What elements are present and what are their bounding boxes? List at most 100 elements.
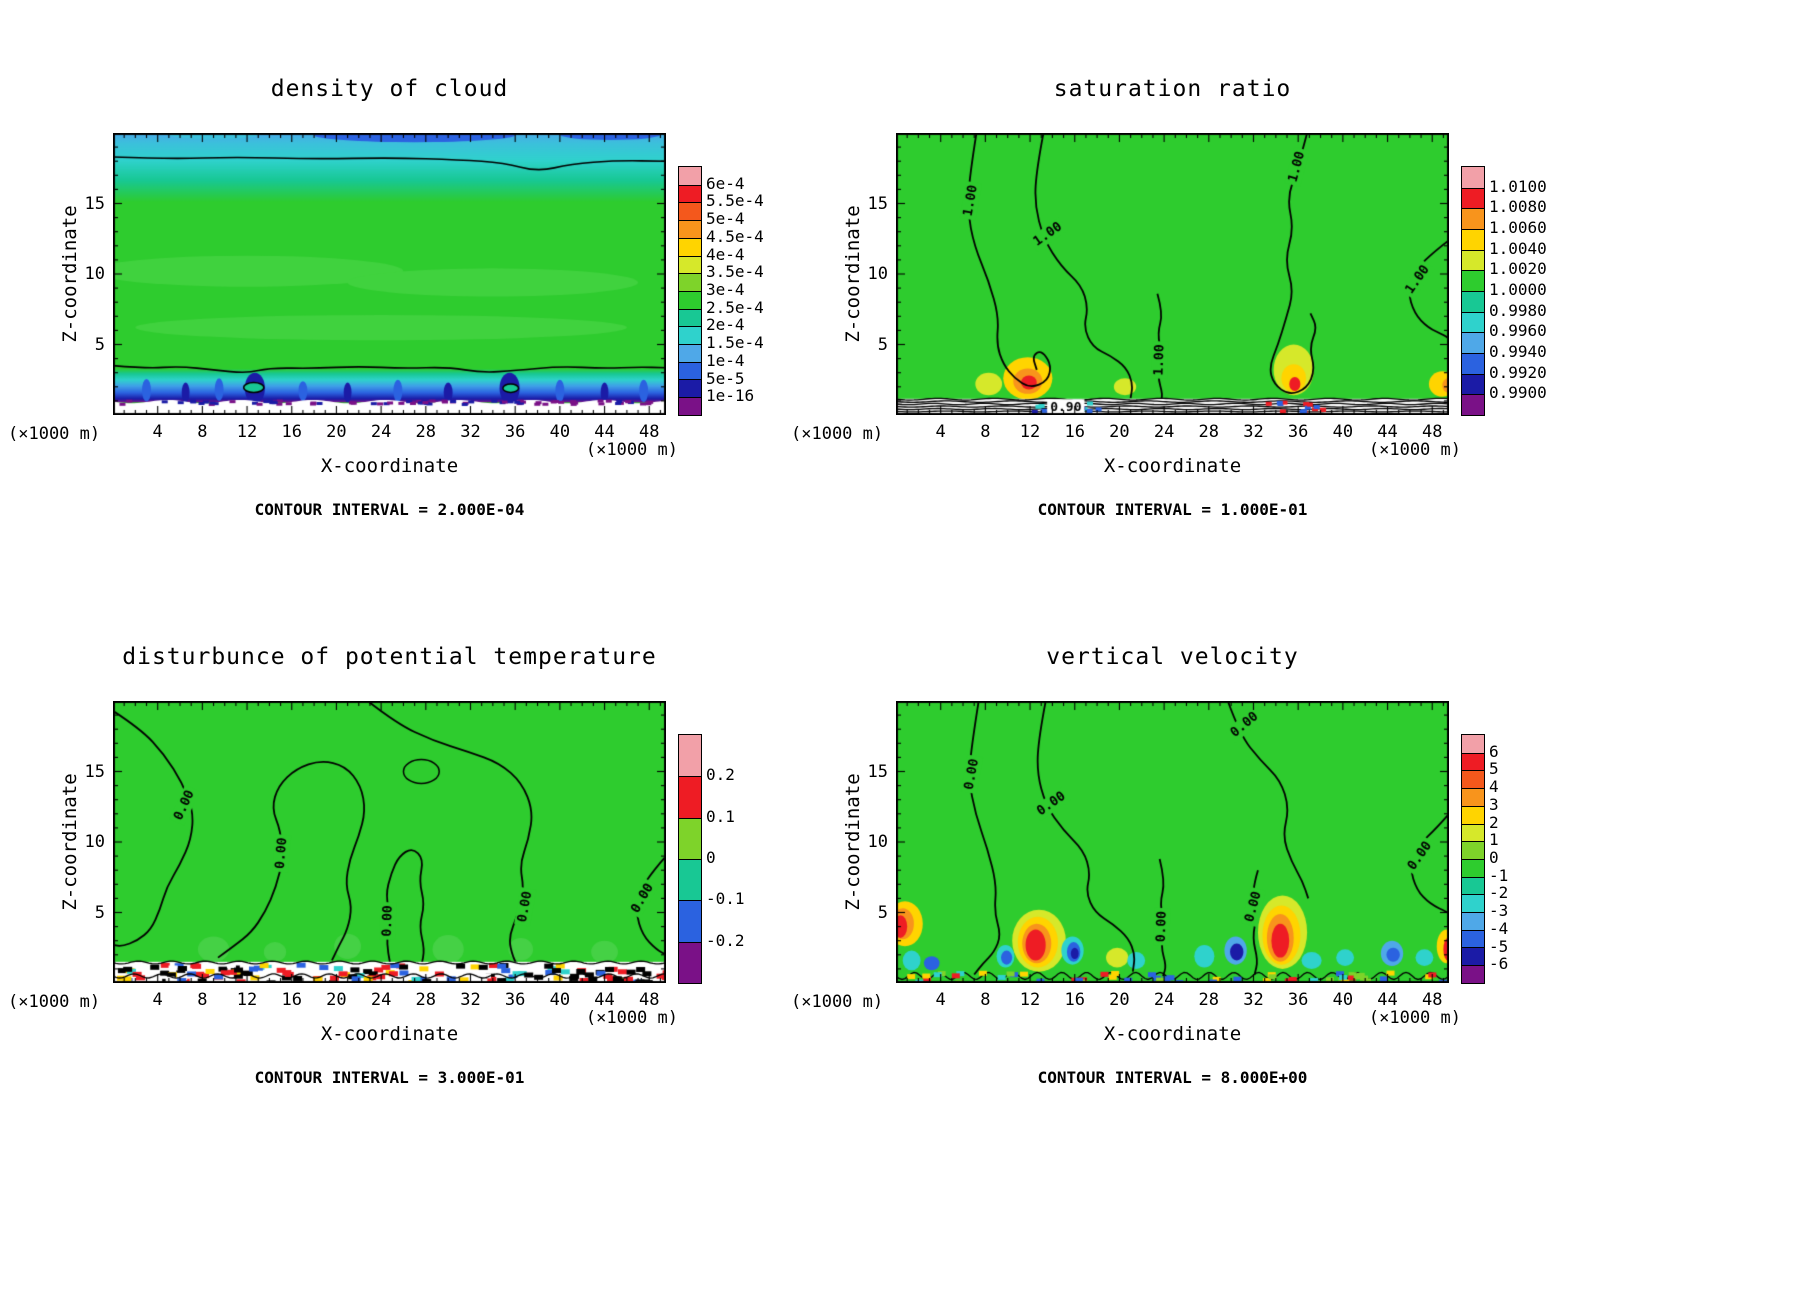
colorbar-segment bbox=[679, 397, 701, 415]
colorbar-label: 2 bbox=[1489, 812, 1499, 832]
x-tick-label: 36 bbox=[504, 422, 526, 442]
colorbar-label: -3 bbox=[1489, 901, 1509, 921]
colorbar-segment bbox=[1462, 290, 1484, 312]
colorbar-label: 1.0000 bbox=[1489, 280, 1547, 299]
y-tick-label: 15 bbox=[84, 193, 105, 214]
colorbar-segment bbox=[1462, 352, 1484, 374]
colorbar-label: 1e-4 bbox=[706, 350, 745, 370]
colorbar-label: 2.5e-4 bbox=[706, 297, 764, 317]
x-tick-label: 44 bbox=[1377, 990, 1398, 1010]
x-tick-label: 32 bbox=[460, 422, 481, 442]
colorbar-label: -5 bbox=[1489, 936, 1509, 956]
colorbar-label: 1.0020 bbox=[1489, 259, 1547, 279]
colorbar-segment bbox=[679, 184, 701, 203]
x-tick-label: 12 bbox=[236, 990, 258, 1010]
colorbar-label: 5.5e-4 bbox=[706, 191, 764, 211]
colorbar-segment bbox=[679, 817, 701, 859]
x-tick-label: 24 bbox=[370, 422, 392, 442]
colorbar-label: 0.2 bbox=[706, 765, 735, 785]
colorbar-segment bbox=[1462, 823, 1484, 842]
x-tick-label: 16 bbox=[1064, 422, 1085, 442]
x-axis-label: X-coordinate bbox=[320, 1023, 459, 1045]
x-tick-label: 40 bbox=[549, 990, 571, 1010]
x-tick-label: 36 bbox=[1287, 990, 1309, 1010]
panel-title: density of cloud bbox=[270, 76, 509, 102]
x-unit-right: (×1000 m) bbox=[1368, 1008, 1461, 1028]
x-tick-label: 24 bbox=[1153, 422, 1175, 442]
colorbar-segment bbox=[1462, 788, 1484, 806]
x-tick-label: 40 bbox=[549, 422, 571, 442]
colorbar-segment bbox=[1462, 187, 1484, 209]
x-tick-label: 24 bbox=[370, 990, 392, 1010]
panel-saturation-ratio: saturation ratio Z-coordinate (×1000 m) … bbox=[783, 0, 1573, 560]
x-tick-label: 20 bbox=[326, 422, 347, 442]
x-tick-label: 28 bbox=[1198, 422, 1220, 442]
x-tick-label: 20 bbox=[1109, 990, 1130, 1010]
colorbar-segment bbox=[679, 858, 701, 901]
colorbar-label: 3 bbox=[1489, 794, 1499, 814]
colorbar-segment bbox=[1462, 167, 1484, 188]
colorbar-label: 0.9980 bbox=[1489, 300, 1547, 320]
colorbar-label: -0.1 bbox=[706, 889, 745, 909]
colorbar-segment bbox=[679, 273, 701, 291]
colorbar-label: -6 bbox=[1489, 954, 1509, 974]
colorbar-segment bbox=[1462, 332, 1484, 353]
y-tick-label: 5 bbox=[94, 902, 105, 923]
colorbar-label: 3.5e-4 bbox=[706, 262, 764, 282]
x-tick-label: 12 bbox=[1019, 990, 1041, 1010]
x-tick-label: 16 bbox=[281, 990, 302, 1010]
colorbar-segment bbox=[1462, 858, 1484, 877]
colorbar bbox=[678, 734, 702, 984]
colorbar-label: 0 bbox=[706, 848, 716, 867]
x-tick-label: 44 bbox=[594, 990, 615, 1010]
x-tick-label: 16 bbox=[1064, 990, 1085, 1010]
y-tick-label: 5 bbox=[94, 334, 105, 355]
y-tick-label: 10 bbox=[84, 832, 105, 852]
x-tick-label: 12 bbox=[1019, 422, 1041, 442]
colorbar-label: 1e-16 bbox=[706, 386, 755, 406]
x-tick-label: 48 bbox=[1421, 990, 1443, 1010]
y-tick-label: 15 bbox=[84, 761, 105, 782]
plot-canvas bbox=[113, 133, 666, 415]
colorbar-segment bbox=[1462, 965, 1484, 983]
x-axis-label: X-coordinate bbox=[1103, 1023, 1242, 1045]
contour-interval-label: CONTOUR INTERVAL = 8.000E+00 bbox=[1037, 1068, 1308, 1087]
plot-canvas bbox=[113, 701, 666, 983]
x-tick-label: 4 bbox=[935, 990, 946, 1010]
x-tick-label: 32 bbox=[460, 990, 481, 1010]
colorbar-segment bbox=[1462, 373, 1484, 395]
colorbar-label: 1 bbox=[1489, 830, 1499, 850]
colorbar-segment bbox=[1462, 394, 1484, 415]
x-tick-label: 8 bbox=[980, 990, 991, 1010]
y-tick-label: 10 bbox=[84, 264, 105, 284]
colorbar-segment bbox=[1462, 735, 1484, 753]
x-unit-left: (×1000 m) bbox=[791, 424, 884, 444]
colorbar-segment bbox=[1462, 929, 1484, 948]
panel-title: vertical velocity bbox=[1046, 644, 1299, 670]
x-unit-left: (×1000 m) bbox=[8, 424, 101, 444]
x-tick-label: 48 bbox=[638, 990, 660, 1010]
y-tick-label: 5 bbox=[877, 334, 888, 355]
x-tick-label: 44 bbox=[1377, 422, 1398, 442]
plot-canvas bbox=[896, 133, 1449, 415]
colorbar-label: -4 bbox=[1489, 918, 1509, 938]
colorbar-label: 4e-4 bbox=[706, 244, 745, 264]
x-unit-left: (×1000 m) bbox=[8, 992, 101, 1012]
colorbar-label: 6 bbox=[1489, 741, 1499, 761]
colorbar-label: 0 bbox=[1489, 848, 1499, 867]
colorbar bbox=[1461, 166, 1485, 416]
colorbar-segment bbox=[679, 255, 701, 274]
panel-title: saturation ratio bbox=[1053, 76, 1292, 102]
x-tick-label: 8 bbox=[980, 422, 991, 442]
colorbar-segment bbox=[679, 344, 701, 362]
colorbar-segment bbox=[679, 735, 701, 777]
x-tick-label: 4 bbox=[935, 422, 946, 442]
colorbar-segment bbox=[1462, 770, 1484, 789]
colorbar-label: 5e-5 bbox=[706, 368, 745, 388]
colorbar-segment bbox=[679, 776, 701, 818]
colorbar-label: 2e-4 bbox=[706, 315, 745, 335]
colorbar-label: 0.9920 bbox=[1489, 362, 1547, 382]
y-tick-label: 15 bbox=[867, 761, 888, 782]
colorbar-segment bbox=[679, 202, 701, 221]
